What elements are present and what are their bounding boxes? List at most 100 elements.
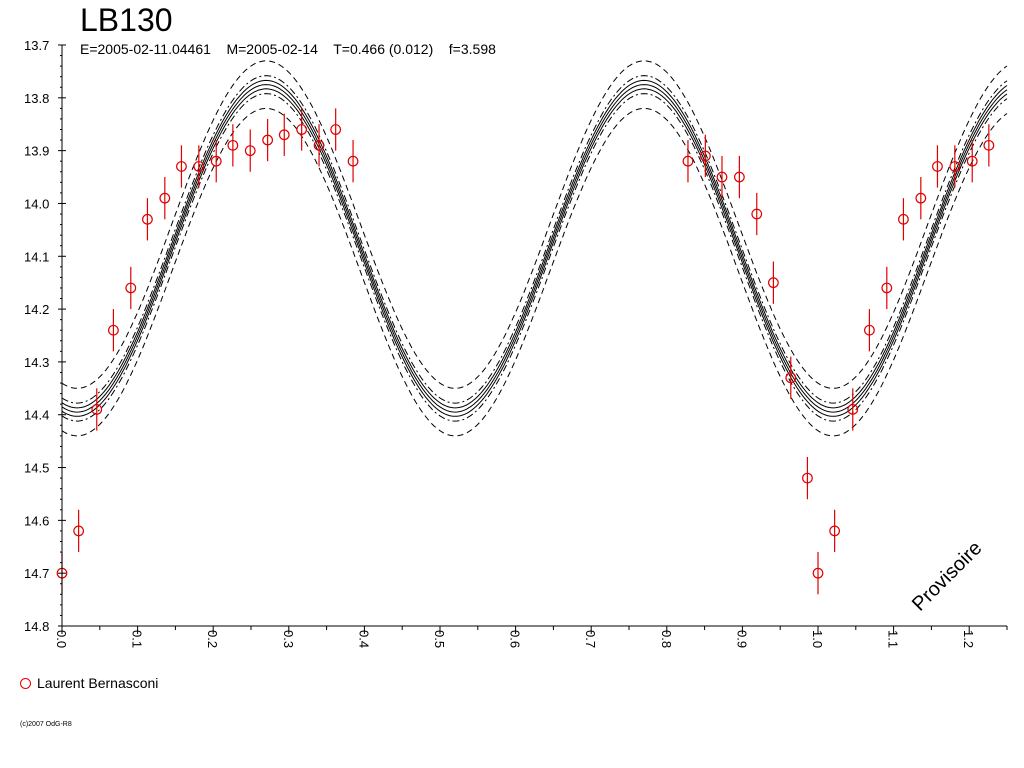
data-marker — [812, 567, 824, 579]
x-tick-label: 0.6 — [508, 630, 523, 648]
data-marker — [829, 525, 841, 537]
data-marker — [966, 155, 978, 167]
legend: Laurent Bernasconi — [20, 675, 158, 691]
data-point — [313, 124, 325, 167]
y-tick-label: 14.8 — [24, 619, 49, 634]
data-marker — [847, 404, 859, 415]
x-tick-label: 0.9 — [734, 630, 749, 648]
y-tick-label: 13.9 — [24, 144, 49, 159]
legend-marker-circle-icon — [20, 677, 31, 689]
data-marker — [751, 208, 763, 220]
data-marker — [699, 150, 711, 162]
data-point — [802, 456, 813, 500]
model-curve-solid — [61, 79, 1008, 409]
data-point — [73, 509, 85, 553]
data-marker — [227, 139, 239, 151]
x-tick-label: 1.2 — [961, 630, 976, 648]
model-curve-dashdot — [61, 93, 1008, 422]
model-curve-solid — [61, 84, 1008, 413]
x-tick-label: 0.0 — [54, 630, 69, 648]
data-point — [682, 140, 694, 183]
data-point — [983, 124, 995, 167]
model-curve-dashed — [61, 60, 1008, 389]
data-point — [847, 388, 859, 431]
y-tick-label: 13.8 — [24, 91, 49, 106]
copyright-text: (c)2007 OdG-R8 — [20, 721, 72, 728]
data-point — [699, 134, 711, 178]
axes: 13.7 13.8 13.9 14.0 14.1 14.2 14.3 14.4 14.5 14.6… — [24, 38, 1008, 648]
data-point — [949, 145, 961, 188]
data-marker — [898, 213, 909, 225]
data-marker — [330, 124, 342, 135]
data-marker — [785, 372, 797, 384]
data-marker — [881, 282, 893, 294]
data-marker — [932, 161, 943, 172]
y-tick-label: 14.4 — [24, 408, 49, 423]
data-marker — [347, 155, 359, 167]
data-point — [159, 177, 171, 220]
data-point — [296, 108, 308, 151]
data-point — [733, 155, 745, 199]
data-point — [881, 266, 893, 310]
legend-label: Laurent Bernasconi — [37, 675, 159, 691]
data-point — [262, 118, 274, 162]
data-point — [347, 140, 359, 183]
data-marker — [949, 161, 961, 172]
data-marker — [142, 213, 153, 225]
y-tick-label: 14.2 — [24, 302, 49, 317]
data-marker — [983, 139, 995, 151]
data-marker — [864, 324, 875, 336]
x-tick-label: 0.5 — [432, 630, 447, 648]
data-marker — [278, 129, 290, 141]
data-marker — [176, 161, 187, 172]
y-tick-label: 14.3 — [24, 355, 49, 370]
data-point — [812, 552, 824, 595]
data-marker — [125, 282, 137, 294]
chart-title: LB130 — [80, 2, 173, 38]
data-marker — [915, 192, 927, 204]
data-marker — [733, 171, 745, 183]
data-point — [193, 145, 205, 188]
data-marker — [210, 155, 222, 167]
y-tick-label: 14.7 — [24, 566, 49, 581]
y-tick-label: 14.5 — [24, 461, 49, 476]
x-tick-label: 0.7 — [583, 630, 598, 648]
data-point — [244, 129, 256, 172]
data-point — [716, 155, 728, 199]
data-point — [915, 177, 927, 220]
model-curve-solid — [61, 88, 1008, 417]
data-point — [210, 140, 222, 183]
data-point — [278, 113, 290, 156]
data-marker — [767, 277, 779, 289]
data-marker — [262, 134, 274, 146]
data-point — [125, 266, 137, 310]
data-marker — [296, 124, 308, 135]
y-tick-label: 14.6 — [24, 513, 49, 528]
chart-subtitle: E=2005-02-11.04461 M=2005-02-14 T=0.466 … — [80, 41, 496, 57]
model-curves — [61, 60, 1008, 437]
data-point — [142, 198, 153, 241]
data-point — [91, 388, 103, 431]
data-marker — [313, 139, 325, 151]
data-marker — [193, 161, 205, 172]
data-point — [751, 192, 763, 236]
data-point — [932, 145, 943, 188]
data-point — [966, 140, 978, 183]
data-point — [767, 261, 779, 304]
model-curve-dashdot — [61, 75, 1008, 404]
x-tick-label: 1.0 — [810, 630, 825, 648]
data-point — [829, 509, 841, 553]
data-point — [330, 108, 342, 151]
data-point — [898, 198, 909, 241]
y-tick-label: 13.7 — [24, 38, 49, 53]
x-tick-label: 0.3 — [281, 630, 296, 648]
data-marker — [91, 404, 103, 415]
y-tick-label: 14.1 — [24, 249, 49, 264]
data-marker — [108, 324, 119, 336]
data-marker — [682, 155, 694, 167]
data-point — [176, 145, 187, 188]
x-tick-label: 0.4 — [356, 630, 371, 648]
y-tick-label: 14.0 — [24, 196, 49, 211]
x-tick-label: 0.2 — [205, 630, 220, 648]
data-points — [56, 108, 995, 595]
